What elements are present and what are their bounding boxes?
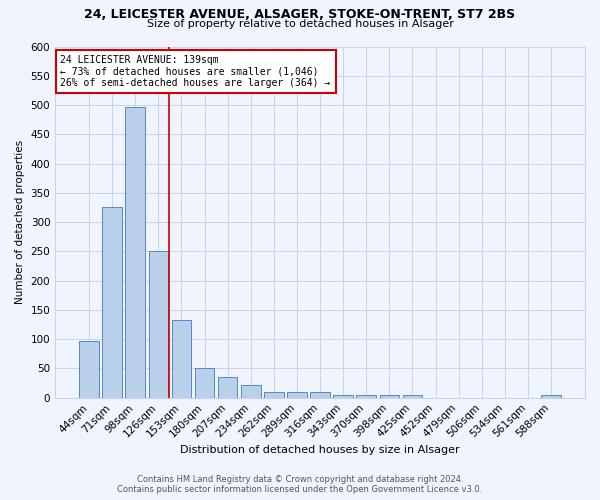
Bar	[541, 395, 561, 398]
Text: 24 LEICESTER AVENUE: 139sqm
← 73% of detached houses are smaller (1,046)
26% of : 24 LEICESTER AVENUE: 139sqm ← 73% of det…	[61, 56, 331, 88]
Bar	[403, 395, 422, 398]
Bar	[103, 208, 122, 398]
Bar	[149, 252, 168, 398]
Bar	[79, 341, 99, 398]
Bar	[241, 385, 260, 398]
Bar	[264, 392, 284, 398]
Text: 24, LEICESTER AVENUE, ALSAGER, STOKE-ON-TRENT, ST7 2BS: 24, LEICESTER AVENUE, ALSAGER, STOKE-ON-…	[85, 8, 515, 20]
Bar	[218, 376, 238, 398]
Bar	[334, 395, 353, 398]
Bar	[356, 395, 376, 398]
Bar	[125, 107, 145, 398]
Text: Size of property relative to detached houses in Alsager: Size of property relative to detached ho…	[146, 19, 454, 29]
Bar	[195, 368, 214, 398]
X-axis label: Distribution of detached houses by size in Alsager: Distribution of detached houses by size …	[180, 445, 460, 455]
Bar	[380, 395, 399, 398]
Y-axis label: Number of detached properties: Number of detached properties	[15, 140, 25, 304]
Text: Contains HM Land Registry data © Crown copyright and database right 2024.
Contai: Contains HM Land Registry data © Crown c…	[118, 474, 482, 494]
Bar	[287, 392, 307, 398]
Bar	[310, 392, 330, 398]
Bar	[172, 320, 191, 398]
